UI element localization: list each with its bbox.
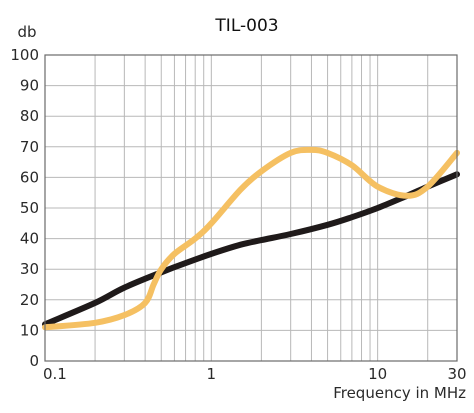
y-tick-label: 10: [20, 321, 39, 339]
x-tick-label: 1: [207, 365, 217, 383]
plot-frame: [44, 54, 458, 362]
plot-border: [44, 54, 458, 362]
y-tick-label: 0: [29, 352, 39, 370]
x-tick-label: 30: [447, 365, 466, 383]
y-tick-label: 40: [20, 230, 39, 248]
y-tick-label: 90: [20, 77, 39, 95]
grid: [44, 54, 458, 362]
y-tick-label: 100: [10, 46, 39, 64]
y-tick-label: 30: [20, 260, 39, 278]
y-tick-label: 60: [20, 168, 39, 186]
y-axis-label: db: [17, 23, 36, 41]
y-tick-label: 70: [20, 138, 39, 156]
series-lines: [42, 146, 460, 331]
chart-title: TIL-003: [214, 16, 278, 36]
tick-labels: 0 10 20 30 40 50 60 70 80 90 100 0.1 1 10 30: [10, 46, 466, 383]
x-tick-label: 10: [368, 365, 387, 383]
series-line-2: [42, 146, 460, 331]
y-tick-label: 80: [20, 107, 39, 125]
x-axis-label: Frequency in MHz: [333, 384, 466, 402]
series-line-1: [42, 171, 460, 328]
x-tick-label: 0.1: [43, 365, 67, 383]
y-tick-label: 20: [20, 291, 39, 309]
y-tick-label: 50: [20, 199, 39, 217]
